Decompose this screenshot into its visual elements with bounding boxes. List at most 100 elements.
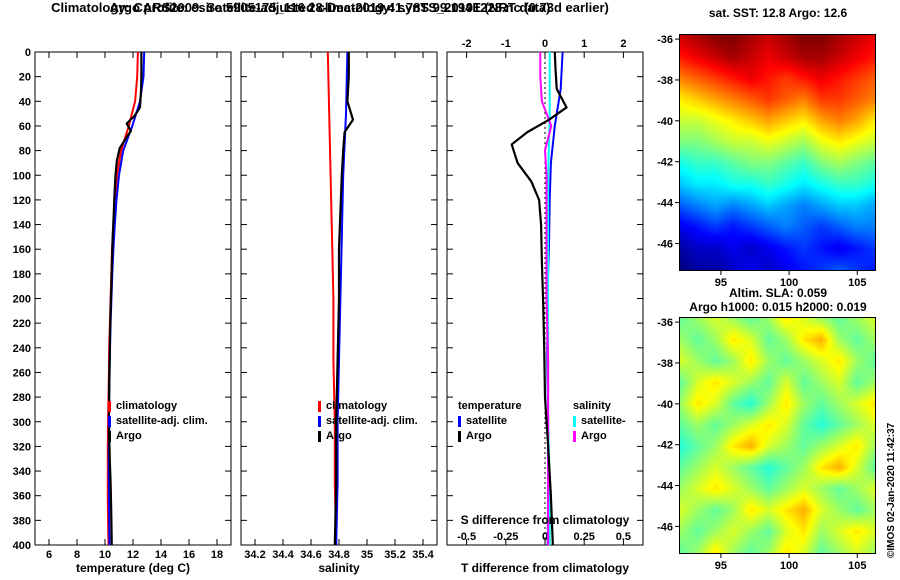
svg-text:360: 360 <box>13 491 31 503</box>
legend-label: climatology <box>116 400 178 412</box>
svg-text:35: 35 <box>361 549 373 561</box>
svg-text:34.2: 34.2 <box>244 549 265 561</box>
svg-text:14: 14 <box>155 549 168 561</box>
climatology-line-marker <box>108 401 111 412</box>
svg-text:1: 1 <box>581 38 587 50</box>
svg-text:60: 60 <box>19 121 31 133</box>
svg-text:-36: -36 <box>657 34 673 46</box>
svg-text:280: 280 <box>13 392 31 404</box>
svg-text:-46: -46 <box>657 238 673 250</box>
svg-text:140: 140 <box>13 220 31 232</box>
svg-text:-38: -38 <box>657 75 673 87</box>
satellite-t-diff-line-marker <box>458 416 461 427</box>
climatology-line-marker <box>318 401 321 412</box>
svg-text:300: 300 <box>13 417 31 429</box>
svg-text:-2: -2 <box>462 38 472 50</box>
svg-text:95: 95 <box>715 277 727 289</box>
sst-map-title: sat. SST: 12.8 Argo: 12.6 <box>708 6 848 20</box>
legend-label: satellite-adj. clim. <box>326 415 418 427</box>
svg-text:2: 2 <box>620 38 626 50</box>
svg-text:400: 400 <box>13 540 31 552</box>
legend-label: satellite-adj. clim. <box>116 415 208 427</box>
svg-text:20: 20 <box>19 72 31 84</box>
svg-text:34.8: 34.8 <box>328 549 349 561</box>
difference-legend-temperature-column: temperature satellite Argo <box>458 399 522 444</box>
legend-item: satellite-adj. clim. <box>318 414 418 429</box>
temperature-axis-label: temperature (deg C) <box>75 561 191 575</box>
figure-title-line1: Argo profile: csiro 5905175_116 28-Dec-2… <box>109 0 551 15</box>
svg-text:-1: -1 <box>501 38 511 50</box>
svg-text:100: 100 <box>780 277 798 289</box>
svg-text:-40: -40 <box>657 399 673 411</box>
legend-item: Argo <box>573 429 626 444</box>
svg-text:95: 95 <box>715 560 727 572</box>
sst-map-canvas <box>679 34 876 271</box>
svg-text:80: 80 <box>19 146 31 158</box>
svg-text:200: 200 <box>13 294 31 306</box>
svg-text:-46: -46 <box>657 521 673 533</box>
salinity-panel-legend: climatology satellite-adj. clim. Argo <box>318 399 418 444</box>
legend-item: climatology <box>108 399 208 414</box>
svg-text:0: 0 <box>25 47 31 59</box>
temperature-panel-legend: climatology satellite-adj. clim. Argo <box>108 399 208 444</box>
legend-item: climatology <box>318 399 418 414</box>
svg-text:12: 12 <box>127 549 139 561</box>
svg-text:-36: -36 <box>657 317 673 329</box>
legend-item: satellite <box>458 414 522 429</box>
svg-text:100: 100 <box>780 560 798 572</box>
satellite-s-diff-line-marker <box>573 416 576 427</box>
legend-column-header: salinity <box>573 400 611 412</box>
svg-text:34.6: 34.6 <box>300 549 321 561</box>
svg-text:8: 8 <box>74 549 80 561</box>
svg-text:220: 220 <box>13 318 31 330</box>
svg-text:340: 340 <box>13 466 31 478</box>
legend-item: Argo <box>108 429 208 444</box>
svg-text:35.4: 35.4 <box>412 549 434 561</box>
svg-text:105: 105 <box>848 277 866 289</box>
legend-label: climatology <box>326 400 388 412</box>
svg-text:120: 120 <box>13 195 31 207</box>
svg-text:-42: -42 <box>657 157 673 169</box>
legend-item: Argo <box>318 429 418 444</box>
svg-text:10: 10 <box>99 549 111 561</box>
svg-text:0.5: 0.5 <box>616 531 631 543</box>
sla-map-title-line2: Argo h1000: 0.015 h2000: 0.019 <box>689 300 867 314</box>
svg-text:-0.25: -0.25 <box>493 531 518 543</box>
argo-line-marker <box>108 431 111 442</box>
legend-column-header: temperature <box>458 400 522 412</box>
sla-map-title-line1: Altim. SLA: 0.059 <box>728 286 828 300</box>
difference-legend-salinity-column: salinity satellite- Argo <box>573 399 626 444</box>
svg-text:18: 18 <box>211 549 223 561</box>
svg-text:180: 180 <box>13 269 31 281</box>
svg-text:6: 6 <box>46 549 52 561</box>
svg-text:160: 160 <box>13 244 31 256</box>
argo-line-marker <box>318 431 321 442</box>
svg-text:-40: -40 <box>657 116 673 128</box>
legend-label: Argo <box>466 430 492 442</box>
svg-text:-38: -38 <box>657 358 673 370</box>
satellite-adj-clim-line-marker <box>318 416 321 427</box>
svg-text:40: 40 <box>19 96 31 108</box>
svg-text:-44: -44 <box>657 481 674 493</box>
svg-text:260: 260 <box>13 367 31 379</box>
argo-t-diff-line-marker <box>458 431 461 442</box>
sla-map-canvas <box>679 317 876 554</box>
argo-s-diff-line-marker <box>573 431 576 442</box>
legend-label: Argo <box>581 430 607 442</box>
legend-label: Argo <box>326 430 352 442</box>
svg-text:380: 380 <box>13 515 31 527</box>
svg-text:0: 0 <box>542 38 548 50</box>
svg-text:-0.5: -0.5 <box>457 531 476 543</box>
legend-label: satellite <box>466 415 507 427</box>
svg-text:100: 100 <box>13 170 31 182</box>
satellite-adj-clim-line-marker <box>108 416 111 427</box>
s-difference-axis-label: S difference from climatology <box>460 513 630 527</box>
svg-text:-42: -42 <box>657 440 673 452</box>
figure-title-line2: Climatology: CARS2009. Satellite-adjuste… <box>51 0 609 15</box>
svg-text:320: 320 <box>13 441 31 453</box>
svg-text:35.2: 35.2 <box>384 549 405 561</box>
legend-label: satellite- <box>581 415 626 427</box>
svg-text:105: 105 <box>848 560 866 572</box>
